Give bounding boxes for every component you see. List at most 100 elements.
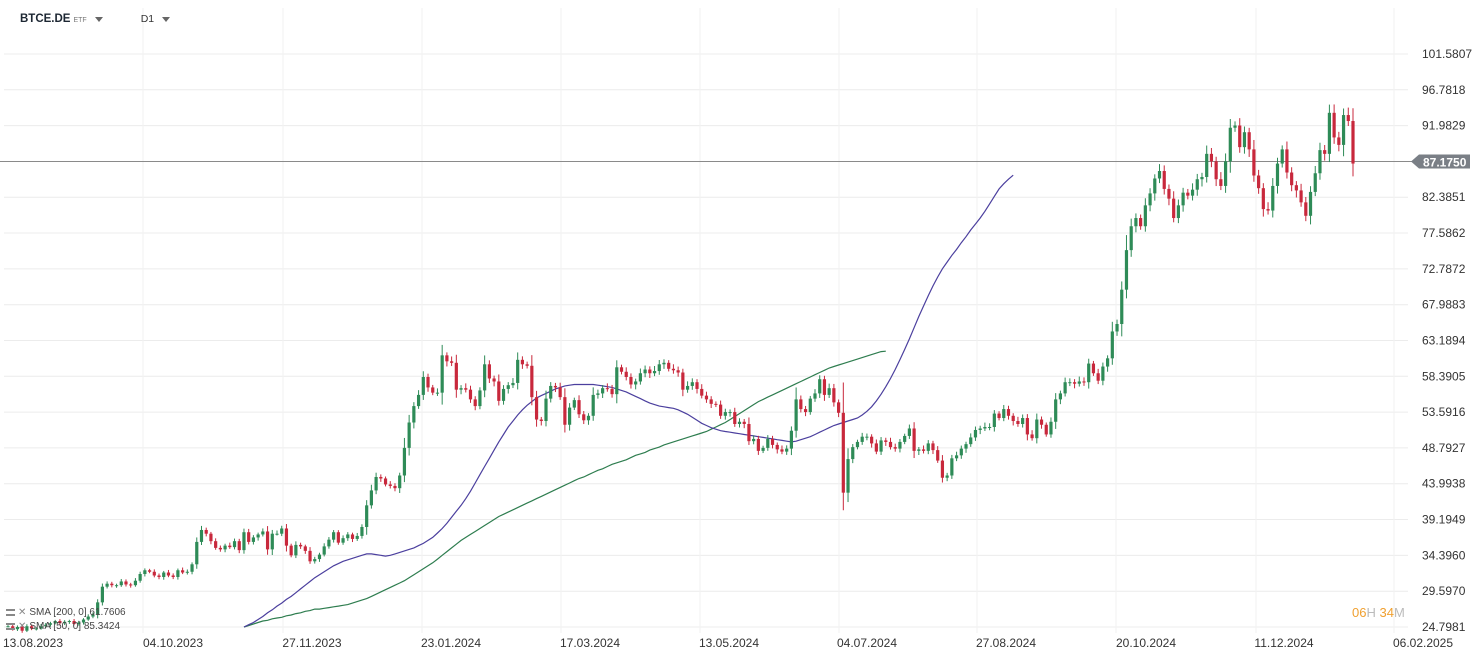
x-tick-label: 20.10.2024 bbox=[1116, 636, 1176, 650]
candle-body bbox=[270, 533, 274, 550]
close-icon[interactable]: ✕ bbox=[18, 621, 27, 632]
candle-body bbox=[114, 585, 119, 587]
timeframe-label[interactable]: D1 bbox=[140, 13, 155, 25]
candle-body bbox=[1011, 415, 1015, 422]
y-tick-label: 53.5916 bbox=[1422, 405, 1466, 419]
candle-body bbox=[1304, 202, 1308, 216]
candle-body bbox=[615, 367, 619, 395]
candle-body bbox=[874, 443, 878, 452]
y-tick-label: 101.5807 bbox=[1422, 47, 1472, 61]
candle-body bbox=[1190, 189, 1195, 196]
y-tick-label: 72.7872 bbox=[1422, 262, 1466, 276]
candle-body bbox=[91, 614, 95, 617]
countdown-hours: 06 bbox=[1352, 605, 1367, 620]
candle-body bbox=[898, 441, 902, 449]
current-price-label: 87.1750 bbox=[1423, 156, 1467, 170]
candle-body bbox=[931, 443, 935, 451]
candle-body bbox=[855, 441, 860, 448]
candle-body bbox=[431, 387, 435, 393]
candle-body bbox=[416, 394, 421, 407]
candle-body bbox=[544, 398, 548, 422]
candle-body bbox=[185, 571, 189, 573]
candle-body bbox=[1172, 198, 1176, 219]
candle-body bbox=[1054, 399, 1058, 422]
candle-body bbox=[737, 421, 742, 425]
candle-body bbox=[643, 369, 647, 374]
candle-body bbox=[412, 406, 416, 423]
candle-body bbox=[1082, 381, 1086, 383]
candle-body bbox=[803, 409, 808, 413]
settings-icon[interactable] bbox=[6, 609, 15, 616]
candle-body bbox=[1261, 188, 1265, 210]
candle-body bbox=[534, 397, 539, 420]
candle-body bbox=[402, 447, 407, 476]
candle-body bbox=[1195, 179, 1199, 190]
candle-body bbox=[794, 399, 798, 431]
candle-body bbox=[808, 398, 812, 413]
candle-body bbox=[1153, 178, 1157, 194]
candle-body bbox=[733, 412, 737, 425]
candle-body bbox=[152, 571, 156, 576]
candle-body bbox=[1346, 115, 1350, 122]
candle-body bbox=[72, 621, 76, 625]
candle-body bbox=[1214, 161, 1218, 180]
candle-body bbox=[53, 621, 57, 624]
candle-body bbox=[648, 369, 652, 374]
settings-icon[interactable] bbox=[6, 623, 15, 630]
candle-body bbox=[714, 403, 718, 405]
candle-body bbox=[685, 385, 690, 390]
candle-body bbox=[950, 458, 954, 476]
candle-body bbox=[265, 531, 270, 550]
candle-body bbox=[836, 402, 841, 413]
candle-body bbox=[110, 583, 114, 586]
candle-body bbox=[1058, 393, 1063, 400]
candle-body bbox=[261, 531, 265, 535]
candle-body bbox=[247, 532, 251, 542]
symbol-dropdown-chevron-down-icon[interactable] bbox=[94, 16, 103, 22]
candle-body bbox=[596, 393, 600, 395]
candle-body bbox=[34, 628, 38, 630]
candle-body bbox=[785, 448, 789, 452]
close-icon[interactable]: ✕ bbox=[18, 607, 27, 618]
candle-body bbox=[181, 570, 185, 573]
candle-body bbox=[341, 538, 345, 543]
candle-body bbox=[582, 414, 586, 421]
candle-body bbox=[690, 382, 694, 386]
candle-body bbox=[39, 626, 43, 629]
candle-body bbox=[756, 438, 760, 451]
candle-body bbox=[20, 626, 24, 631]
candle-body bbox=[709, 399, 713, 404]
candle-body bbox=[1006, 409, 1011, 416]
candle-body bbox=[619, 367, 624, 372]
candle-body bbox=[907, 428, 911, 436]
candle-body bbox=[124, 581, 128, 585]
candle-body bbox=[280, 528, 284, 534]
candle-body bbox=[218, 547, 222, 550]
candle-body bbox=[945, 475, 949, 478]
candle-body bbox=[1327, 112, 1332, 154]
candle-body bbox=[435, 392, 440, 394]
candle-body bbox=[1257, 175, 1261, 189]
candle-body bbox=[303, 546, 307, 551]
candle-body bbox=[133, 580, 138, 586]
candle-body bbox=[464, 388, 468, 390]
candle-body bbox=[723, 412, 727, 416]
candle-body bbox=[657, 364, 661, 372]
candle-body bbox=[157, 575, 161, 577]
y-tick-label: 96.7818 bbox=[1422, 83, 1466, 97]
x-tick-label: 13.05.2024 bbox=[699, 636, 759, 650]
candle-body bbox=[638, 373, 642, 382]
candle-body bbox=[369, 490, 373, 506]
candle-body bbox=[119, 581, 123, 586]
y-tick-label: 48.7927 bbox=[1422, 441, 1466, 455]
symbol-label[interactable]: BTCE.DE bbox=[20, 13, 71, 25]
candle-body bbox=[407, 422, 411, 448]
candle-body bbox=[346, 534, 350, 539]
candle-body bbox=[1157, 171, 1162, 179]
candle-body bbox=[487, 364, 491, 379]
candle-countdown: 06H 34M bbox=[1352, 605, 1405, 620]
candle-body bbox=[1077, 381, 1081, 384]
candle-body bbox=[676, 370, 680, 373]
timeframe-dropdown-chevron-down-icon[interactable] bbox=[162, 16, 171, 22]
